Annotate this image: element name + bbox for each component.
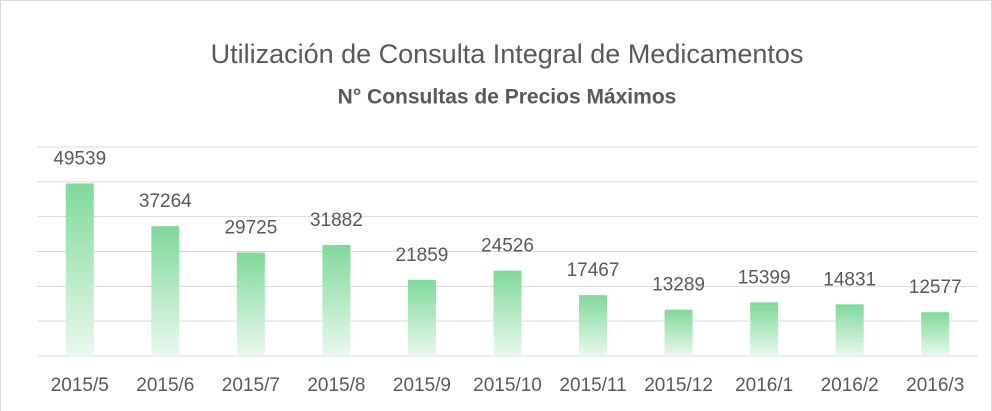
data-label: 49539 xyxy=(53,148,106,169)
x-tick-label: 2015/9 xyxy=(393,375,451,396)
x-tick-label: 2015/5 xyxy=(51,375,109,396)
bar xyxy=(322,244,351,356)
bar xyxy=(835,304,864,356)
data-label: 31882 xyxy=(310,210,363,231)
chart-subtitle: N° Consultas de Precios Máximos xyxy=(338,86,677,109)
bar xyxy=(579,295,608,356)
bar xyxy=(151,226,180,356)
bar xyxy=(493,270,522,356)
x-tick-label: 2016/1 xyxy=(735,375,793,396)
data-label: 13289 xyxy=(652,275,705,296)
x-tick-label: 2016/2 xyxy=(821,375,879,396)
x-tick-label: 2015/6 xyxy=(136,375,194,396)
bar xyxy=(65,183,94,356)
data-label: 29725 xyxy=(224,217,277,238)
x-tick-label: 2015/7 xyxy=(222,375,280,396)
bar xyxy=(407,279,436,356)
data-label: 12577 xyxy=(909,277,962,298)
data-label: 17467 xyxy=(567,260,620,281)
data-label: 21859 xyxy=(396,245,449,266)
x-tick-label: 2015/12 xyxy=(644,375,713,396)
chart-title: Utilización de Consulta Integral de Medi… xyxy=(211,39,804,69)
x-tick-label: 2015/10 xyxy=(473,375,542,396)
x-tick-label: 2016/3 xyxy=(906,375,964,396)
data-label: 14831 xyxy=(823,269,876,290)
data-label: 37264 xyxy=(139,191,192,212)
data-label: 24526 xyxy=(481,236,534,257)
x-tick-label: 2015/11 xyxy=(559,375,626,396)
bar xyxy=(750,302,779,356)
bar xyxy=(921,312,950,356)
x-tick-label: 2015/8 xyxy=(307,375,365,396)
data-label: 15399 xyxy=(738,267,791,288)
bar xyxy=(664,309,693,356)
bar xyxy=(236,252,265,356)
